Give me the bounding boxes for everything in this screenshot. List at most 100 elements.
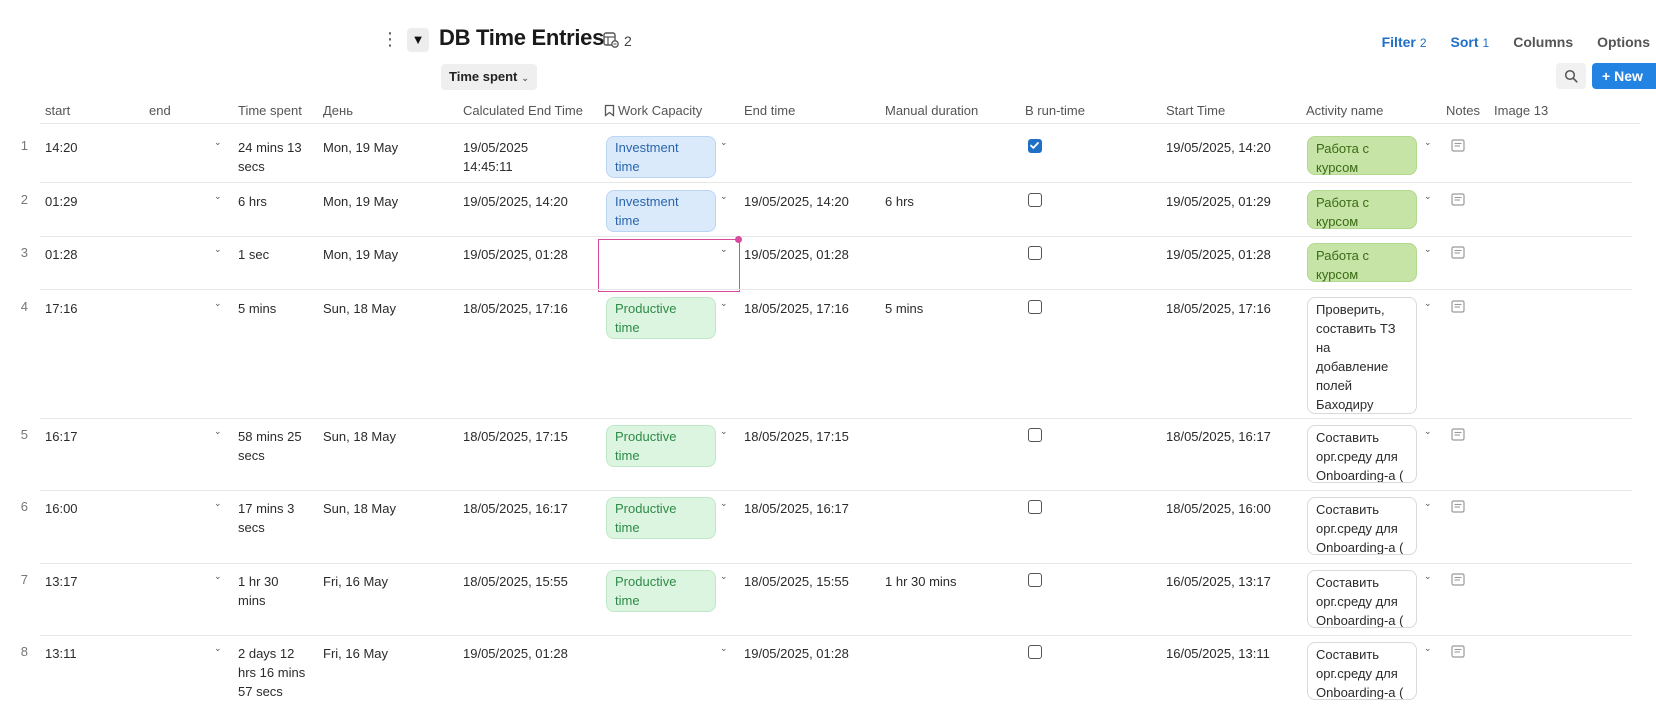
cell-end-time[interactable]: 18/05/2025, 15:55 [744, 574, 849, 589]
activity-relation-tag[interactable]: Работа с курсом [1307, 136, 1417, 175]
notes-icon[interactable] [1451, 573, 1465, 589]
activity-chevron-down-icon[interactable]: ⌄ [1424, 643, 1432, 653]
work-capacity-tag[interactable]: Investment time [606, 136, 716, 178]
cell-time-spent[interactable]: 1 hr 30 mins [238, 572, 278, 610]
filter-button[interactable]: Filter 2 [1381, 34, 1427, 50]
cell-time-spent[interactable]: 6 hrs [238, 192, 267, 211]
end-chevron-down-icon[interactable]: ⌄ [214, 244, 222, 254]
cell-time-spent[interactable]: 5 mins [238, 299, 276, 318]
cell-time-spent[interactable]: 58 mins 25 secs [238, 427, 302, 465]
linked-database-icon[interactable] [602, 31, 620, 49]
cell-start-time[interactable]: 18/05/2025, 17:16 [1166, 301, 1271, 316]
cell-day[interactable]: Mon, 19 May [323, 194, 399, 209]
column-header-time-spent[interactable]: Time spent [238, 103, 302, 118]
cell-end-time[interactable]: 19/05/2025, 01:28 [744, 646, 849, 661]
cell-day[interactable]: Fri, 16 May [323, 646, 389, 661]
column-header-calculated-end-time[interactable]: Calculated End Time [463, 103, 583, 118]
cell-start[interactable]: 13:11 [45, 646, 77, 661]
cell-start[interactable]: 13:17 [45, 574, 78, 589]
runtime-checkbox[interactable] [1028, 645, 1042, 659]
end-chevron-down-icon[interactable]: ⌄ [214, 643, 222, 653]
notes-icon[interactable] [1451, 300, 1465, 316]
cell-time-spent[interactable]: 2 days 12 hrs 16 mins 57 secs [238, 644, 305, 701]
cell-end-time[interactable]: 18/05/2025, 17:16 [744, 301, 849, 316]
sort-button[interactable]: Sort 1 [1450, 34, 1490, 50]
cell-manual-duration[interactable]: 6 hrs [885, 194, 914, 209]
runtime-checkbox[interactable] [1028, 246, 1042, 260]
runtime-checkbox[interactable] [1028, 573, 1042, 587]
work-capacity-chevron-down-icon[interactable]: ⌄ [720, 498, 728, 508]
cell-start[interactable]: 01:28 [45, 247, 78, 262]
notes-icon[interactable] [1451, 428, 1465, 444]
end-chevron-down-icon[interactable]: ⌄ [214, 298, 222, 308]
work-capacity-chevron-down-icon[interactable]: ⌄ [720, 643, 728, 653]
cell-start[interactable]: 14:20 [45, 140, 78, 155]
runtime-checkbox[interactable] [1028, 300, 1042, 314]
work-capacity-chevron-down-icon[interactable]: ⌄ [720, 191, 728, 201]
cell-calculated-end-time[interactable]: 19/05/2025, 14:20 [463, 192, 568, 211]
work-capacity-tag[interactable]: Productive time [606, 570, 716, 612]
cell-start-time[interactable]: 18/05/2025, 16:17 [1166, 429, 1271, 444]
activity-relation-tag[interactable]: Составить орг.среду для Onboarding-а ( [1307, 425, 1417, 483]
cell-calculated-end-time[interactable]: 18/05/2025, 17:15 [463, 427, 568, 446]
work-capacity-chevron-down-icon[interactable]: ⌄ [720, 298, 728, 308]
cell-manual-duration[interactable]: 1 hr 30 mins [885, 574, 957, 589]
notes-icon[interactable] [1451, 139, 1465, 155]
cell-start-time[interactable]: 16/05/2025, 13:11 [1166, 646, 1270, 661]
activity-chevron-down-icon[interactable]: ⌄ [1424, 426, 1432, 436]
runtime-checkbox[interactable] [1028, 193, 1042, 207]
cell-day[interactable]: Sun, 18 May [323, 501, 396, 516]
notes-icon[interactable] [1451, 246, 1465, 262]
activity-relation-tag[interactable]: Составить орг.среду для Onboarding-а ( [1307, 497, 1417, 555]
activity-relation-tag[interactable]: Работа с курсом [1307, 190, 1417, 229]
activity-chevron-down-icon[interactable]: ⌄ [1424, 498, 1432, 508]
work-capacity-chevron-down-icon[interactable]: ⌄ [720, 571, 728, 581]
options-button[interactable]: Options [1597, 34, 1650, 50]
column-header-notes[interactable]: Notes [1446, 103, 1480, 118]
more-options-kebab-icon[interactable]: ⋮ [381, 29, 399, 49]
cell-calculated-end-time[interactable]: 18/05/2025, 15:55 [463, 572, 568, 591]
runtime-checkbox[interactable] [1028, 428, 1042, 442]
column-header-day[interactable]: День [323, 103, 353, 118]
cell-day[interactable]: Sun, 18 May [323, 301, 396, 316]
cell-start[interactable]: 16:00 [45, 501, 78, 516]
activity-chevron-down-icon[interactable]: ⌄ [1424, 191, 1432, 201]
cell-start-time[interactable]: 19/05/2025, 01:28 [1166, 247, 1271, 262]
work-capacity-selected-cell[interactable] [598, 239, 740, 292]
cell-start-time[interactable]: 16/05/2025, 13:17 [1166, 574, 1271, 589]
cell-end-time[interactable]: 18/05/2025, 16:17 [744, 501, 849, 516]
cell-day[interactable]: Mon, 19 May [323, 247, 399, 262]
activity-relation-tag[interactable]: Составить орг.среду для Onboarding-а ( [1307, 642, 1417, 700]
activity-chevron-down-icon[interactable]: ⌄ [1424, 137, 1432, 147]
notes-icon[interactable] [1451, 645, 1465, 661]
cell-day[interactable]: Mon, 19 May [323, 140, 399, 155]
activity-relation-tag[interactable]: Проверить, составить ТЗ на добавление полей Б… [1307, 297, 1417, 414]
work-capacity-chevron-down-icon[interactable]: ⌄ [720, 137, 728, 147]
cell-start[interactable]: 16:17 [45, 429, 78, 444]
database-title[interactable]: DB Time Entries [439, 25, 605, 50]
cell-time-spent[interactable]: 17 mins 3 secs [238, 499, 294, 537]
cell-day[interactable]: Fri, 16 May [323, 574, 389, 589]
new-entry-button[interactable]: + New [1592, 63, 1656, 89]
columns-button[interactable]: Columns [1513, 34, 1574, 50]
cell-start[interactable]: 17:16 [45, 301, 78, 316]
cell-end-time[interactable]: 19/05/2025, 01:28 [744, 247, 849, 262]
cell-time-spent[interactable]: 24 mins 13 secs [238, 138, 302, 176]
column-header-start-time[interactable]: Start Time [1166, 103, 1226, 118]
cell-start-time[interactable]: 18/05/2025, 16:00 [1166, 501, 1271, 516]
column-header-manual-duration[interactable]: Manual duration [885, 103, 979, 118]
end-chevron-down-icon[interactable]: ⌄ [214, 426, 222, 436]
activity-chevron-down-icon[interactable]: ⌄ [1424, 571, 1432, 581]
cell-start-time[interactable]: 19/05/2025, 14:20 [1166, 140, 1271, 155]
cell-calculated-end-time[interactable]: 18/05/2025, 17:16 [463, 299, 568, 318]
end-chevron-down-icon[interactable]: ⌄ [214, 498, 222, 508]
column-header-end-time[interactable]: End time [744, 103, 796, 118]
activity-chevron-down-icon[interactable]: ⌄ [1424, 298, 1432, 308]
work-capacity-tag[interactable]: Investment time [606, 190, 716, 232]
cell-manual-duration[interactable]: 5 mins [885, 301, 924, 316]
column-header-in-runtime[interactable]: В run-time [1025, 103, 1085, 118]
activity-chevron-down-icon[interactable]: ⌄ [1424, 244, 1432, 254]
work-capacity-tag[interactable]: Productive time [606, 297, 716, 339]
end-chevron-down-icon[interactable]: ⌄ [214, 571, 222, 581]
column-header-work-capacity[interactable]: Work Capacity [604, 103, 702, 118]
